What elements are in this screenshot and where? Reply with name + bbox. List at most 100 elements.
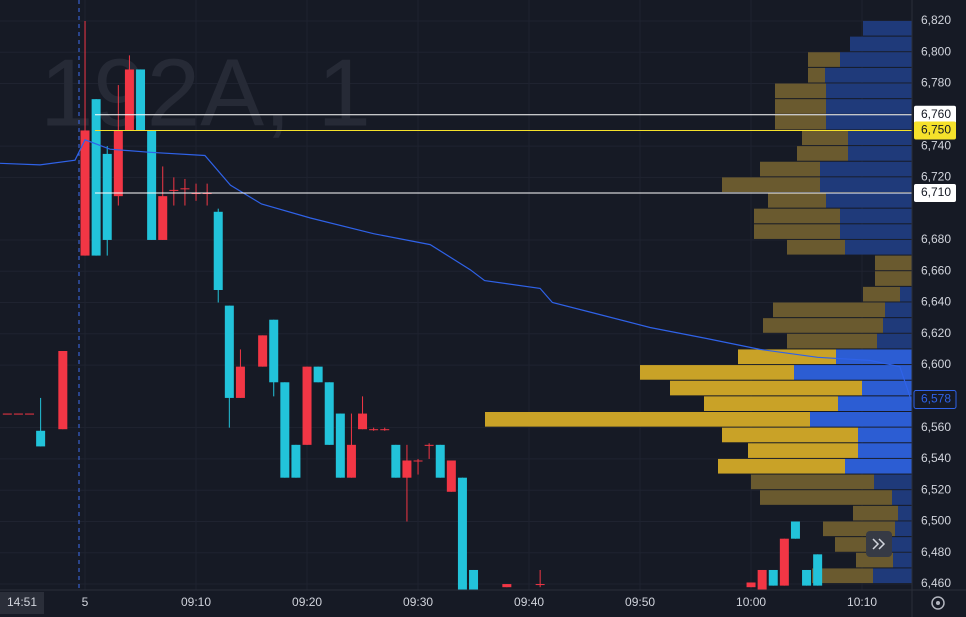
candle-body: [224, 305, 234, 398]
profile-sell: [863, 286, 900, 302]
profile-buy: [836, 349, 912, 365]
candle-body: [435, 444, 445, 478]
candle-body: [757, 569, 767, 590]
candle-body: [13, 413, 23, 415]
x-tick-label: 09:10: [181, 595, 211, 609]
candle-body: [36, 430, 46, 447]
y-tick-label: 6,520: [921, 482, 951, 496]
candle-body: [258, 335, 268, 367]
candle-body: [102, 153, 112, 240]
candle-body: [147, 130, 157, 240]
candle-body: [58, 350, 68, 430]
profile-buy: [863, 20, 912, 36]
candle-body: [369, 429, 379, 431]
profile-sell: [797, 146, 848, 161]
x-tick-label: 09:20: [292, 595, 322, 609]
profile-sell: [853, 505, 898, 521]
y-tick-label: 6,660: [921, 263, 951, 277]
profile-sell: [875, 271, 912, 286]
vwap-line: [0, 139, 912, 403]
profile-buy: [826, 83, 912, 99]
candle-body: [779, 538, 789, 586]
profile-buy: [892, 490, 912, 505]
candle-body: [291, 444, 301, 478]
profile-sell: [640, 365, 794, 380]
last-price-box: [913, 389, 957, 409]
candle-body: [180, 188, 190, 190]
y-tick-label: 6,800: [921, 44, 951, 58]
profile-buy: [858, 443, 912, 458]
profile-sell: [704, 396, 838, 411]
price-label-box: [914, 184, 956, 203]
profile-sell: [754, 224, 840, 239]
profile-buy: [810, 411, 912, 427]
y-tick-label: 6,540: [921, 451, 951, 465]
candle-body: [113, 130, 123, 197]
candle-body: [280, 382, 290, 478]
profile-buy: [794, 365, 912, 380]
candle-body: [813, 554, 823, 586]
profile-sell: [670, 380, 862, 396]
candle-body: [391, 444, 401, 478]
profile-buy: [840, 52, 912, 67]
candle-body: [768, 569, 778, 586]
profile-buy: [826, 193, 912, 208]
profile-sell: [835, 537, 868, 552]
profile-buy: [893, 552, 912, 568]
candle-body: [25, 413, 35, 415]
profile-buy: [845, 239, 912, 255]
profile-sell: [875, 255, 912, 271]
price-label: 6,710: [921, 185, 951, 199]
profile-buy: [838, 396, 912, 411]
x-tick-label: 09:30: [403, 595, 433, 609]
profile-sell: [775, 114, 826, 130]
profile-sell: [808, 52, 840, 67]
profile-sell: [787, 333, 877, 349]
profile-sell: [768, 193, 826, 208]
candle-body: [302, 366, 312, 445]
profile-buy: [885, 302, 912, 318]
profile-buy: [845, 458, 912, 474]
profile-sell: [718, 458, 845, 474]
profile-buy: [826, 114, 912, 130]
profile-buy: [825, 67, 912, 83]
candle-body: [346, 444, 356, 478]
profile-sell: [787, 239, 845, 255]
profile-sell: [722, 427, 858, 443]
y-tick-label: 6,680: [921, 232, 951, 246]
profile-sell: [760, 490, 892, 505]
profile-sell: [763, 318, 883, 333]
profile-buy: [840, 224, 912, 239]
candle-body: [446, 460, 456, 492]
profile-buy: [883, 318, 912, 333]
profile-sell: [760, 161, 820, 177]
candle-body: [158, 196, 168, 240]
settings-icon[interactable]: [931, 596, 945, 610]
candle-body: [169, 189, 179, 191]
profile-buy: [850, 36, 912, 52]
y-tick-label: 6,740: [921, 138, 951, 152]
profile-sell: [485, 411, 810, 427]
candle-body: [324, 382, 334, 445]
candle-body: [535, 584, 545, 586]
x-tick-label: 5: [82, 595, 89, 609]
candle-body: [235, 366, 245, 398]
candle-body: [790, 521, 800, 539]
candle-body: [802, 569, 812, 586]
candle-body: [424, 444, 434, 446]
candle-body: [502, 584, 512, 588]
profile-buy: [898, 505, 912, 521]
candle-body: [335, 413, 345, 478]
profile-sell: [775, 83, 826, 99]
candle-body: [402, 460, 412, 478]
candle-body: [457, 477, 467, 590]
profile-buy: [858, 427, 912, 443]
profile-buy: [900, 286, 912, 302]
candle-body: [91, 99, 101, 256]
profile-buy: [874, 474, 912, 490]
candle-body: [746, 582, 756, 588]
y-tick-label: 6,560: [921, 420, 951, 434]
scroll-button[interactable]: [866, 531, 892, 557]
candles: [2, 20, 823, 590]
